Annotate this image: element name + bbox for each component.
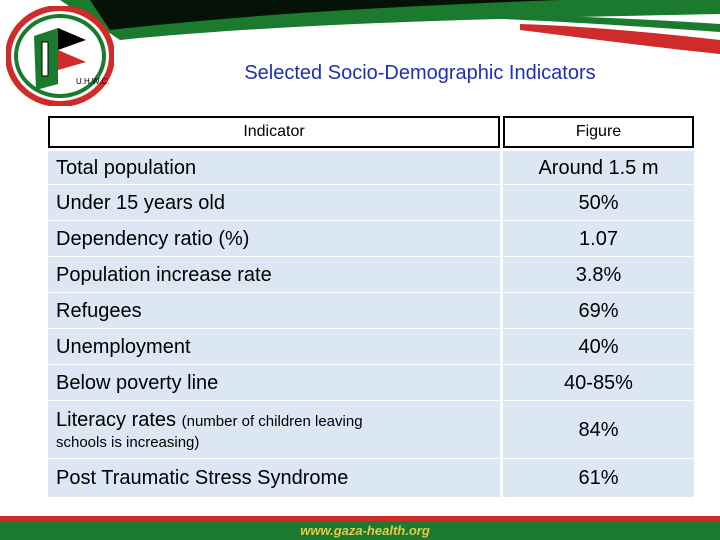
page-title: Selected Socio-Demographic Indicators — [244, 62, 596, 84]
header-indicator: Indicator — [48, 116, 500, 148]
indicator-cell: Refugees — [48, 293, 500, 329]
figure-cell: 61% — [503, 459, 694, 497]
footer-url: www.gaza-health.org — [300, 522, 430, 538]
table-row: Below poverty line 40-85% — [48, 364, 694, 401]
figure-cell: 40-85% — [503, 365, 694, 401]
figure-cell: 3.8% — [503, 257, 694, 293]
table-row: Total population Around 1.5 m — [48, 150, 694, 185]
red-swoosh — [520, 24, 720, 54]
indicator-cell: Population increase rate — [48, 257, 500, 293]
header-figure: Figure — [503, 116, 694, 148]
indicator-cell: Literacy rates (number of children leavi… — [48, 401, 500, 459]
figure-cell: Around 1.5 m — [503, 151, 694, 185]
indicator-label: Literacy rates — [56, 409, 182, 431]
indicator-note-continued: schools is increasing) — [56, 434, 200, 451]
table-header-row: Indicator Figure — [48, 116, 694, 148]
table-row: Dependency ratio (%) 1.07 — [48, 220, 694, 257]
table-row: Literacy rates (number of children leavi… — [48, 400, 694, 459]
table-row: Post Traumatic Stress Syndrome 61% — [48, 458, 694, 497]
green-swoosh-2 — [480, 14, 720, 32]
figure-cell: 1.07 — [503, 221, 694, 257]
figure-cell: 84% — [503, 401, 694, 459]
indicator-note: (number of children leaving — [181, 413, 363, 430]
table-row: Population increase rate 3.8% — [48, 256, 694, 293]
footer-stripe — [0, 516, 720, 521]
figure-cell: 69% — [503, 293, 694, 329]
table-row: Unemployment 40% — [48, 328, 694, 365]
figure-cell: 40% — [503, 329, 694, 365]
indicator-cell: Post Traumatic Stress Syndrome — [48, 459, 500, 497]
table-row: Under 15 years old 50% — [48, 184, 694, 221]
table-row: Refugees 69% — [48, 292, 694, 329]
indicator-cell: Below poverty line — [48, 365, 500, 401]
indicator-cell: Dependency ratio (%) — [48, 221, 500, 257]
indicator-cell: Total population — [48, 151, 500, 185]
footer-bar — [0, 521, 720, 540]
logo-text: U.H.W.C. — [76, 77, 109, 86]
black-swoosh — [90, 0, 560, 30]
indicator-cell: Unemployment — [48, 329, 500, 365]
figure-cell: 50% — [503, 185, 694, 221]
header-decoration — [60, 0, 720, 54]
organization-logo: U.H.W.C. — [6, 6, 114, 106]
indicator-cell: Under 15 years old — [48, 185, 500, 221]
